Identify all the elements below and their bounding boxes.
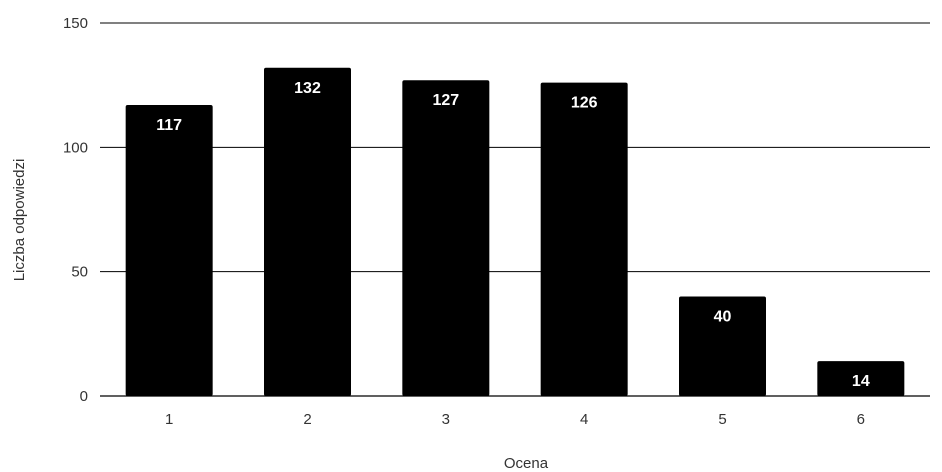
y-tick-label: 50 xyxy=(71,264,88,281)
data-label: 132 xyxy=(294,80,321,97)
data-label: 14 xyxy=(852,373,870,390)
data-label: 117 xyxy=(156,117,182,134)
bar xyxy=(679,296,766,396)
x-tick-label: 2 xyxy=(303,411,311,428)
x-tick-label: 5 xyxy=(718,411,726,428)
x-tick-label: 4 xyxy=(580,411,588,428)
bars xyxy=(125,67,905,397)
y-tick-label: 100 xyxy=(63,139,88,156)
gridlines xyxy=(100,22,930,397)
bar xyxy=(402,80,490,397)
y-tick-labels: 0 50 100 150 xyxy=(63,15,88,405)
bar xyxy=(540,82,628,397)
data-label: 40 xyxy=(714,309,732,326)
x-tick-label: 6 xyxy=(857,411,865,428)
x-tick-label: 3 xyxy=(442,411,450,428)
bar xyxy=(264,67,351,396)
bar xyxy=(125,105,213,396)
y-tick-label: 150 xyxy=(63,15,88,32)
data-label: 126 xyxy=(571,95,598,112)
x-tick-label: 1 xyxy=(165,411,173,428)
data-labels: 117 132 127 126 40 14 xyxy=(156,80,870,390)
y-axis-title: Liczba odpowiedzi xyxy=(11,159,28,282)
bar xyxy=(817,361,905,396)
y-tick-label: 0 xyxy=(80,388,88,405)
data-label: 127 xyxy=(432,92,459,109)
x-tick-labels: 1 2 3 4 5 6 xyxy=(165,411,865,428)
x-axis-title: Ocena xyxy=(504,455,549,472)
